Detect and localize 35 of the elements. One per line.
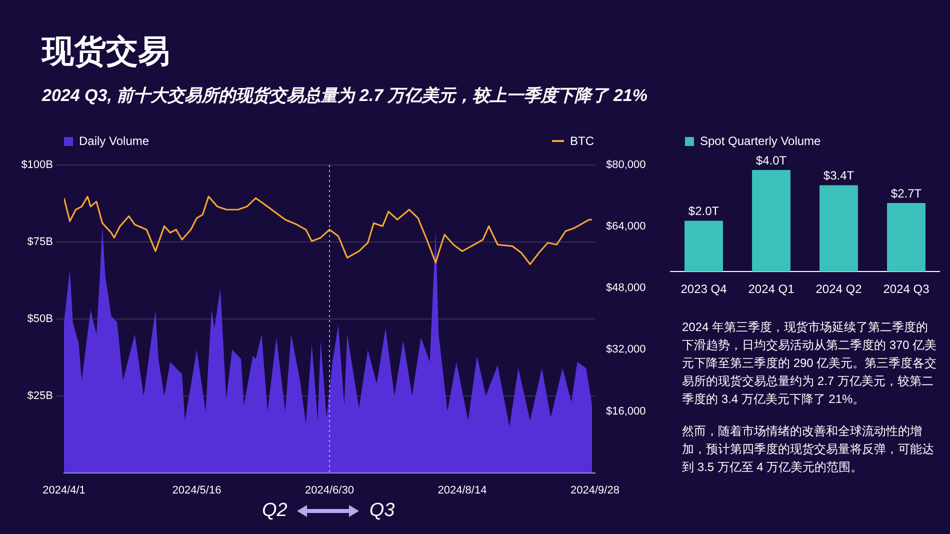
text: Q2 [262,500,288,522]
y2-tick-label: $16,000 [606,405,646,418]
x-tick-label: 2024/4/1 [42,484,86,496]
bar [887,203,926,272]
chart-subtitle: 2024 Q3, 前十大交易所的现货交易总量为 2.7 万亿美元，较上一季度下降了 21% [42,85,648,107]
bar [752,170,790,272]
y-tick-label: $75B [27,236,53,248]
legend-label: BTC [570,134,594,148]
x-tick-label: 2024/9/28 [570,484,620,496]
data-label: $3.4T [823,168,855,183]
legend-label: Spot Quarterly Volume [700,134,821,148]
data-label: $2.0T [688,204,720,218]
y-tick-label: $100B [21,159,53,172]
y2-tick-label: $80,000 [606,159,646,172]
y-tick-label: $25B [27,390,53,402]
x-tick-label: 2024 Q1 [748,282,795,296]
x-tick-label: 2024 Q3 [883,282,930,296]
legend-label: Daily Volume [79,134,150,148]
x-tick-label: 2024/6/30 [305,484,354,496]
y2-tick-label: $64,000 [606,220,646,233]
x-tick-label: 2024 Q2 [816,282,862,296]
x-tick-label: 2024/8/14 [438,484,487,496]
x-tick-label: 2023 Q4 [680,282,728,296]
y-tick-label: $50B [27,312,53,325]
x-tick-label: 2024/5/16 [172,484,222,496]
data-label: $4.0T [756,153,788,168]
bar [820,185,858,272]
text: 2024 年第三季度，现货市场延续了第二季度的下滑趋势，日均交易活动从第二季度的 370 亿美元下降至第三季度的 290 亿美元。第三季度各交易所的现货交易总量约为 2.7 万亿美元，较第二季度的 3.4 万亿美元下降了 21%。 [682,319,938,408]
text: Q3 [369,500,395,522]
data-label: $2.7T [890,186,922,200]
y2-tick-label: $32,000 [606,344,646,356]
chart-title: 现货交易 [42,32,170,71]
bar [684,220,723,272]
y2-tick-label: $48,000 [606,282,646,294]
text: 然而，随着市场情绪的改善和全球流动性的增加，预计第四季度的现货交易量将反弹，可能达到 3.5 万亿至 4 万亿美元的范围。 [682,423,935,476]
